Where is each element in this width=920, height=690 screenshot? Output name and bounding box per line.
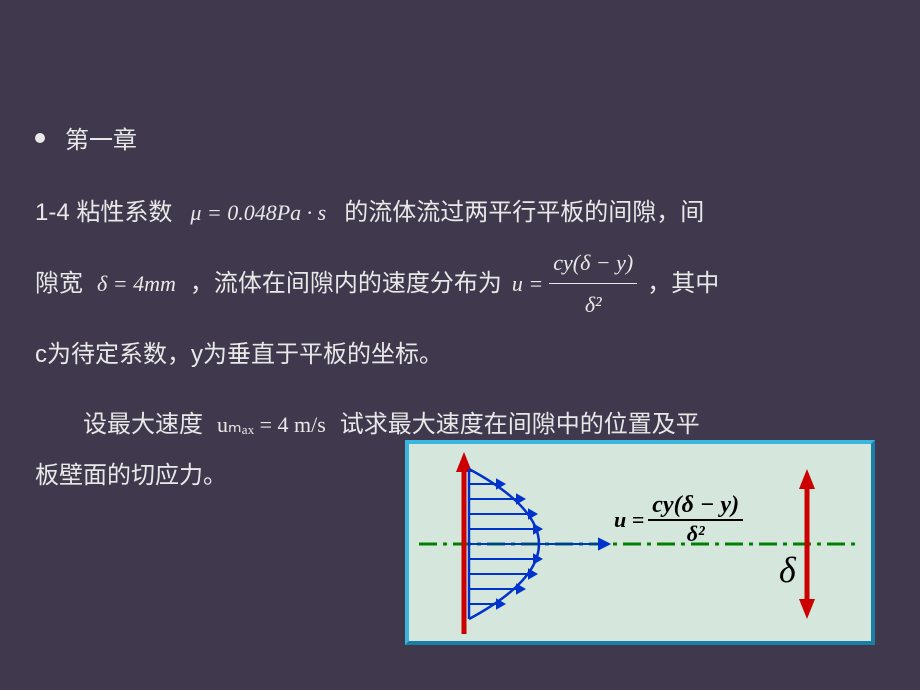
u-denominator: δ²: [581, 284, 606, 326]
diagram-num: cy(δ − y): [648, 492, 743, 521]
chapter-label: 第一章: [65, 120, 137, 155]
umax-formula: uₘₐₓ = 4 m/s: [217, 404, 326, 446]
diagram-inner: u = cy(δ − y) δ² δ: [409, 444, 871, 641]
line-3: c为待定系数，y为垂直于平板的坐标。: [35, 332, 885, 378]
line2-b: ，流体在间隙内的速度分布为: [190, 261, 502, 307]
line4-a: 设最大速度: [83, 402, 203, 448]
line3-text: c为待定系数，y为垂直于平板的坐标。: [35, 332, 443, 378]
u-numerator: cy(δ − y): [549, 242, 637, 285]
line2-a: 隙宽: [35, 261, 83, 307]
line-1: 1-4 粘性系数 μ = 0.048Pa · s 的流体流过两平行平板的间隙，间: [35, 190, 885, 236]
line2-c: ，其中: [647, 261, 719, 307]
slide-container: 第一章 1-4 粘性系数 μ = 0.048Pa · s 的流体流过两平行平板的…: [0, 0, 920, 690]
diagram-fraction: cy(δ − y) δ²: [648, 492, 743, 547]
u-fraction: cy(δ − y) δ²: [549, 242, 637, 327]
delta-arrow-head-down: [799, 599, 815, 619]
delta-formula: δ = 4mm: [97, 263, 176, 305]
u-formula: u = cy(δ − y) δ²: [512, 242, 637, 327]
chapter-bullet-row: 第一章: [35, 120, 885, 155]
line1-text: 的流体流过两平行平板的间隙，间: [344, 190, 704, 236]
diagram-formula: u = cy(δ − y) δ²: [614, 492, 743, 547]
bullet-dot-icon: [35, 133, 45, 143]
diagram-den: δ²: [683, 521, 709, 547]
line-2: 隙宽 δ = 4mm ，流体在间隙内的速度分布为 u = cy(δ − y) δ…: [35, 242, 885, 327]
delta-symbol: δ: [779, 549, 796, 591]
u-eq-label: u =: [512, 263, 543, 305]
delta-arrow-head-up: [799, 469, 815, 489]
problem-prefix: 1-4 粘性系数: [35, 190, 172, 236]
velocity-arrows-group: [469, 480, 609, 608]
mu-formula: μ = 0.048Pa · s: [190, 192, 326, 234]
line5-text: 板壁面的切应力。: [35, 453, 227, 499]
diagram-u-label: u =: [614, 507, 644, 533]
diagram-box: u = cy(δ − y) δ² δ: [405, 440, 875, 645]
